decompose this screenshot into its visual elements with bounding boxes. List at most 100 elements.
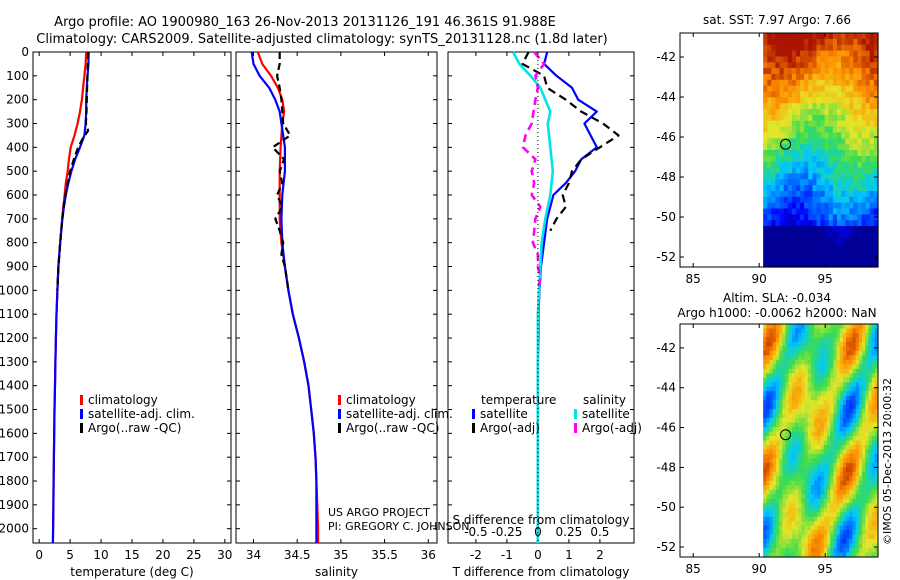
heatmap-cell — [766, 409, 771, 415]
heatmap-cell — [874, 350, 879, 356]
heatmap-cell — [769, 476, 774, 482]
heatmap-cell — [816, 132, 822, 139]
heatmap-cell — [779, 359, 783, 365]
heatmap-cell — [820, 552, 825, 558]
heatmap-cell — [839, 341, 844, 347]
heatmap-cell — [814, 328, 818, 334]
heatmap-cell — [798, 341, 803, 347]
heatmap-cell — [783, 150, 789, 157]
heatmap-cell — [820, 261, 826, 268]
heatmap-cell — [820, 97, 826, 104]
heatmap-cell — [849, 476, 854, 482]
heatmap-cell — [833, 346, 838, 352]
heatmap-cell — [865, 185, 871, 192]
heatmap-cell — [874, 485, 879, 491]
heatmap-cell — [763, 161, 768, 169]
heatmap-cell — [811, 534, 815, 540]
heatmap-cell — [791, 507, 796, 513]
heatmap-cell — [782, 525, 787, 531]
heatmap-cell — [849, 62, 854, 69]
heatmap-cell — [782, 368, 787, 374]
heatmap-cell — [782, 476, 787, 482]
heatmap-cell — [769, 368, 774, 374]
heatmap-cell — [816, 208, 822, 215]
heatmap-cell — [836, 355, 841, 361]
heatmap-cell — [775, 33, 781, 40]
heatmap-cell — [858, 350, 863, 356]
heatmap-cell — [832, 208, 838, 215]
heatmap-cell — [814, 503, 818, 509]
heatmap-cell — [849, 418, 854, 424]
heatmap-cell — [787, 173, 793, 180]
heatmap-cell — [858, 337, 863, 343]
heatmap-cell — [865, 489, 870, 495]
heatmap-cell — [812, 103, 818, 110]
heatmap-cell — [779, 521, 783, 527]
heatmap-cell — [865, 196, 871, 204]
heatmap-cell — [820, 431, 825, 437]
heatmap-cell — [839, 391, 844, 397]
heatmap-cell — [839, 427, 844, 433]
heatmap-cell — [853, 132, 859, 139]
heatmap-cell — [861, 202, 867, 210]
heatmap-cell — [798, 422, 803, 428]
heatmap-cell — [865, 485, 870, 491]
heatmap-cell — [874, 427, 879, 433]
heatmap-cell — [845, 214, 850, 221]
heatmap-cell — [767, 50, 772, 57]
heatmap-cell — [771, 79, 777, 87]
heatmap-cell — [812, 50, 818, 57]
heatmap-cell — [807, 341, 812, 347]
heatmap-cell — [798, 355, 803, 361]
heatmap-cell — [766, 404, 771, 410]
heatmap-cell — [824, 56, 830, 63]
heatmap-cell — [873, 202, 879, 210]
heatmap-cell — [852, 444, 857, 451]
heatmap-cell — [791, 449, 796, 455]
heatmap-cell — [816, 220, 822, 227]
heatmap-cell — [865, 543, 870, 549]
heatmap-cell — [775, 440, 780, 446]
heatmap-cell — [845, 173, 850, 180]
x-tick-label: 85 — [686, 272, 701, 286]
heatmap-cell — [849, 114, 854, 122]
heatmap-cell — [766, 530, 771, 536]
heatmap-cell — [849, 138, 854, 145]
heatmap-cell — [763, 409, 767, 415]
heatmap-cell — [868, 386, 873, 392]
heatmap-cell — [820, 103, 826, 110]
heatmap-cell — [766, 386, 771, 392]
heatmap-cell — [845, 196, 850, 204]
heatmap-cell — [801, 431, 806, 437]
heatmap-cell — [865, 418, 870, 424]
heatmap-cell — [817, 539, 822, 545]
heatmap-cell — [811, 539, 815, 545]
heatmap-cell — [868, 324, 873, 330]
heatmap-cell — [763, 431, 767, 437]
heatmap-cell — [826, 359, 831, 365]
heatmap-cell — [804, 364, 809, 370]
heatmap-cell — [849, 350, 854, 356]
x-tick-label: 95 — [818, 562, 833, 576]
heatmap-cell — [849, 498, 854, 504]
heatmap-cell — [820, 485, 825, 491]
heatmap-cell — [871, 530, 876, 536]
heatmap-cell — [769, 391, 774, 397]
heatmap-cell — [842, 422, 847, 428]
heatmap-cell — [769, 350, 774, 356]
heatmap-cell — [830, 530, 834, 536]
heatmap-cell — [763, 539, 767, 545]
heatmap-cell — [791, 346, 796, 352]
heatmap-cell — [853, 231, 859, 239]
heatmap-cell — [869, 185, 875, 192]
heatmap-cell — [839, 444, 844, 451]
heatmap-cell — [873, 68, 879, 75]
heatmap-cell — [865, 453, 870, 460]
heatmap-cell — [830, 436, 834, 442]
heatmap-cell — [852, 350, 857, 356]
heatmap-cell — [853, 150, 859, 157]
heatmap-cell — [841, 33, 846, 40]
heatmap-cell — [782, 548, 787, 554]
heatmap-cell — [828, 109, 834, 116]
heatmap-cell — [779, 202, 785, 210]
